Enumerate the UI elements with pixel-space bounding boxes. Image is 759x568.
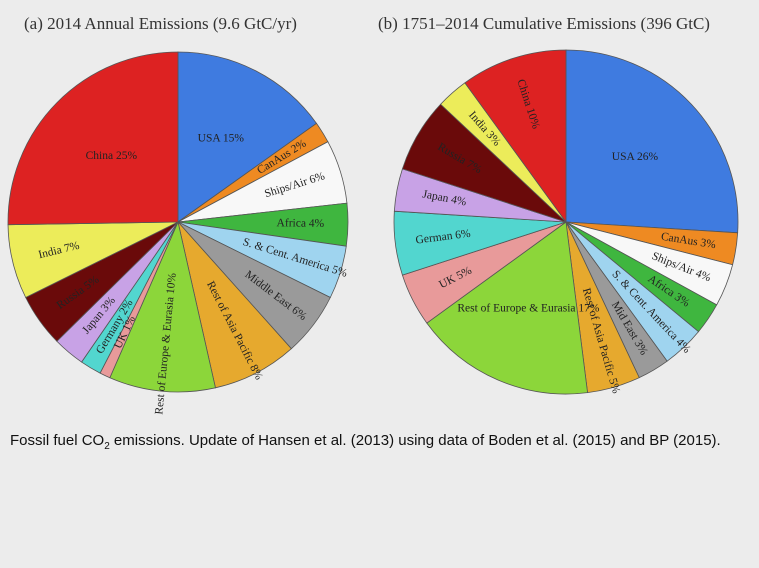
caption-text-2: emissions. Update of Hansen et al. (2013… <box>109 432 721 449</box>
pie-a-slice-rest-of-europe-eurasia-10 <box>109 220 216 393</box>
pie-b-slice-rest-of-europe-eurasia-17 <box>426 221 589 395</box>
pie-a-label-china-25: China 25% <box>86 150 138 162</box>
caption-text-1: Fossil fuel CO <box>10 432 105 449</box>
chart-b-title: (b) 1751–2014 Cumulative Emissions (396 … <box>378 14 710 33</box>
pie-chart-cumulative: USA 26%CanAus 3%Ships/Air 4%Africa 3%S. … <box>393 49 739 395</box>
pie-b-slice-china-10 <box>464 49 567 224</box>
pie-a-slice-usa-15 <box>177 51 318 223</box>
pie-chart-annual: USA 15% CanAus 2%Ships/Air 6%Africa 4%S. … <box>7 51 349 415</box>
pie-b-label-rest-of-europe-eurasia-17: Rest of Europe & Eurasia 17% <box>457 302 600 314</box>
caption-subscript: 2 <box>104 441 110 452</box>
pie-b-label-usa-26: USA 26% <box>612 151 659 163</box>
pie-charts: USA 15% CanAus 2%Ships/Air 6%Africa 4%S. … <box>7 49 739 415</box>
figure-caption: Fossil fuel CO2 emissions. Update of Han… <box>10 430 750 458</box>
pie-a-slice-china-25 <box>7 51 179 226</box>
chart-a-title: (a) 2014 Annual Emissions (9.6 GtC/yr) <box>24 14 297 33</box>
pie-a-label-usa-15: USA 15% <box>198 133 245 145</box>
pie-b-slice-usa-26 <box>565 49 739 234</box>
pie-a-label-africa-4: Africa 4% <box>277 217 325 230</box>
